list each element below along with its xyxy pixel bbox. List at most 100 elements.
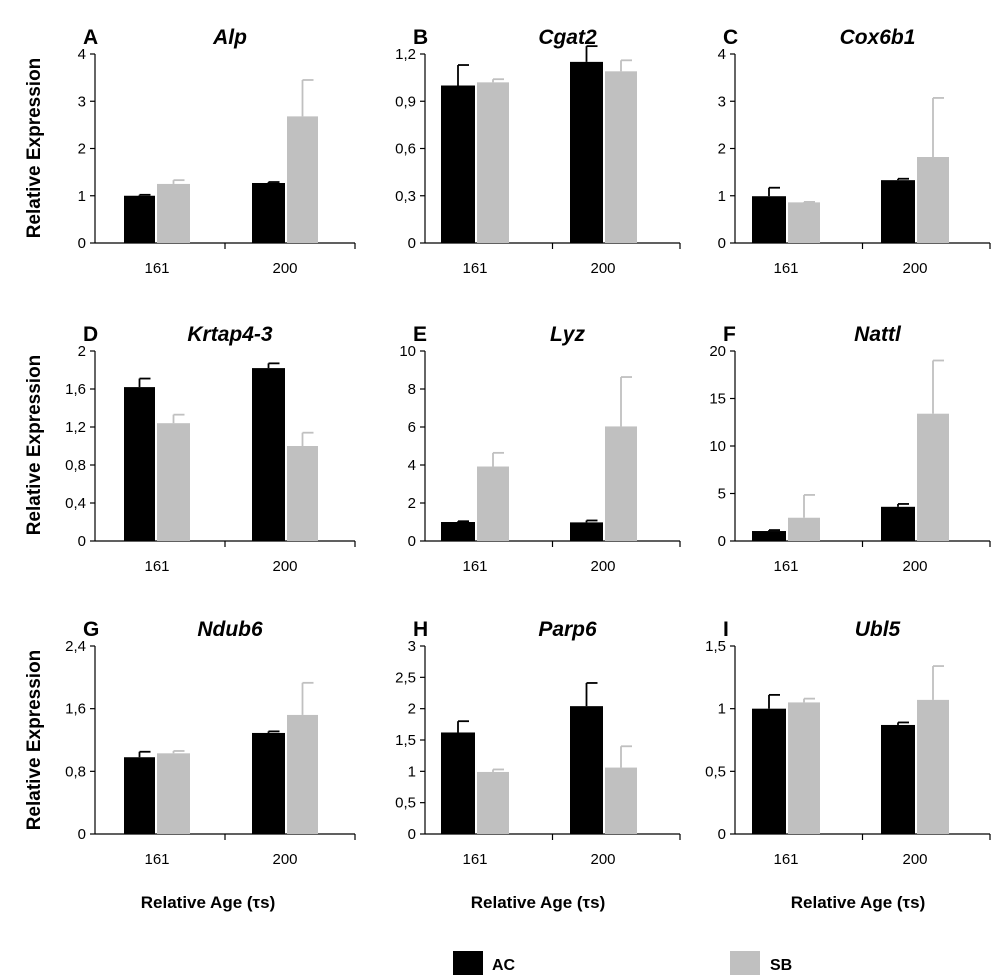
bar-i-sb-200: [917, 699, 949, 834]
x-tick-label: 161: [462, 851, 487, 868]
y-tick-label: 4: [718, 46, 726, 63]
error-bar-h-sb-200: [620, 745, 632, 768]
panel-d: 0 0,4 0,8 1,2 1,6 2 161 200 D Krtap4-3: [65, 323, 356, 575]
y-tick-label: 5: [718, 486, 726, 503]
x-axis-label-col-3: Relative Age (τs): [791, 893, 926, 912]
error-bar-h-ac-200: [585, 682, 598, 707]
y-axis-label-row-1: Relative Expression: [24, 58, 45, 239]
y-tick-label: 0: [718, 235, 726, 252]
y-tick-label: 0,9: [395, 93, 416, 110]
panel-letter: F: [723, 323, 736, 346]
error-bar-d-ac-200: [267, 362, 280, 369]
bar-c-sb-161: [788, 202, 820, 243]
x-tick-label: 200: [590, 260, 615, 277]
x-tick-label: 161: [144, 558, 169, 575]
bar-g-sb-200: [287, 714, 318, 834]
error-bar-b-ac-200: [585, 45, 598, 62]
error-bar-b-ac-161: [457, 64, 469, 86]
error-bar-b-sb-200: [620, 59, 632, 72]
panel-g: 0 0,8 1,6 2,4 161 200 G Ndub6: [65, 618, 356, 868]
error-bar-i-sb-161: [803, 697, 815, 703]
bar-d-sb-161: [157, 423, 190, 541]
y-tick-label: 1,2: [65, 419, 86, 436]
legend: AC SB: [453, 951, 792, 975]
x-tick-label: 200: [902, 260, 927, 277]
error-bar-b-sb-161: [492, 78, 504, 83]
y-tick-label: 0,4: [65, 495, 86, 512]
x-tick-label: 200: [272, 260, 297, 277]
bar-e-ac-161: [441, 522, 475, 541]
bar-b-sb-200: [605, 71, 637, 243]
error-bar-g-ac-161: [138, 750, 151, 758]
error-bar-e-ac-161: [457, 520, 469, 523]
error-bar-i-ac-161: [768, 693, 780, 709]
panel-e: 0 2 4 6 8 10 161 200 E Lyz: [399, 323, 681, 575]
panel-title: Cgat2: [538, 26, 597, 49]
error-bar-e-sb-200: [620, 376, 632, 427]
error-bar-a-sb-200: [301, 79, 314, 117]
y-tick-label: 3: [408, 638, 416, 655]
error-bar-a-sb-161: [172, 179, 185, 184]
error-bar-f-sb-200: [932, 359, 944, 414]
y-tick-label: 0: [78, 533, 86, 550]
panel-f: 0 5 10 15 20 161 200 F Nattl: [709, 323, 991, 575]
error-bar-e-ac-200: [585, 519, 598, 523]
error-bar-e-sb-161: [492, 451, 504, 467]
x-tick-label: 161: [462, 260, 487, 277]
y-tick-label: 2: [78, 141, 86, 158]
error-bar-f-sb-161: [803, 494, 815, 518]
error-bar-d-ac-161: [138, 377, 151, 388]
bar-b-ac-200: [570, 61, 603, 243]
panel-b: 0 0,3 0,6 0,9 1,2 161 200 B Cgat2: [395, 26, 681, 277]
y-tick-label: 1,6: [65, 701, 86, 718]
y-tick-label: 1,2: [395, 46, 416, 63]
error-bar-i-sb-200: [932, 665, 944, 700]
y-tick-label: 0,6: [395, 141, 416, 158]
panel-h: 0 0,5 1 1,5 2 2,5 3 161 200 H Parp6: [395, 618, 681, 868]
error-bar-g-ac-200: [267, 730, 280, 733]
panel-title: Ubl5: [855, 618, 901, 641]
bar-a-sb-200: [287, 116, 318, 243]
y-tick-label: 4: [408, 457, 416, 474]
y-tick-label: 1: [408, 763, 416, 780]
panel-letter: E: [413, 323, 427, 346]
bar-c-sb-200: [917, 157, 949, 243]
y-tick-label: 0: [408, 235, 416, 252]
y-tick-label: 0,5: [395, 795, 416, 812]
panel-letter: C: [723, 26, 738, 49]
panel-title: Krtap4-3: [187, 323, 273, 346]
x-axis-labels: Relative Age (τs) Relative Age (τs) Rela…: [141, 893, 926, 912]
bar-f-ac-200: [881, 506, 915, 541]
y-tick-label: 15: [709, 391, 726, 408]
y-axis-label-row-3: Relative Expression: [24, 650, 45, 831]
y-tick-label: 1,6: [65, 381, 86, 398]
y-tick-label: 0: [78, 826, 86, 843]
panel-title: Cox6b1: [840, 26, 916, 49]
error-bar-c-ac-161: [768, 186, 780, 197]
x-tick-label: 161: [144, 851, 169, 868]
x-axis-label-col-2: Relative Age (τs): [471, 893, 606, 912]
error-bar-f-ac-161: [768, 529, 780, 532]
panel-title: Nattl: [854, 323, 902, 346]
bar-h-sb-200: [605, 767, 637, 834]
y-tick-label: 0: [718, 826, 726, 843]
y-tick-label: 8: [408, 381, 416, 398]
bar-d-ac-200: [252, 368, 285, 541]
legend-swatch-ac: [453, 951, 483, 975]
bar-c-ac-200: [881, 180, 915, 243]
panel-title: Lyz: [550, 323, 586, 346]
bar-a-ac-200: [252, 182, 285, 243]
panel-title: Alp: [212, 26, 247, 49]
legend-label-ac: AC: [492, 957, 516, 974]
y-tick-label: 2,5: [395, 669, 416, 686]
y-tick-label: 1: [718, 701, 726, 718]
error-bar-a-ac-161: [138, 193, 151, 196]
error-bar-g-sb-161: [172, 750, 185, 754]
x-tick-label: 161: [144, 260, 169, 277]
bar-d-ac-161: [124, 387, 155, 541]
bar-g-ac-200: [252, 732, 285, 834]
bar-g-ac-161: [124, 757, 155, 834]
bar-d-sb-200: [287, 446, 318, 541]
